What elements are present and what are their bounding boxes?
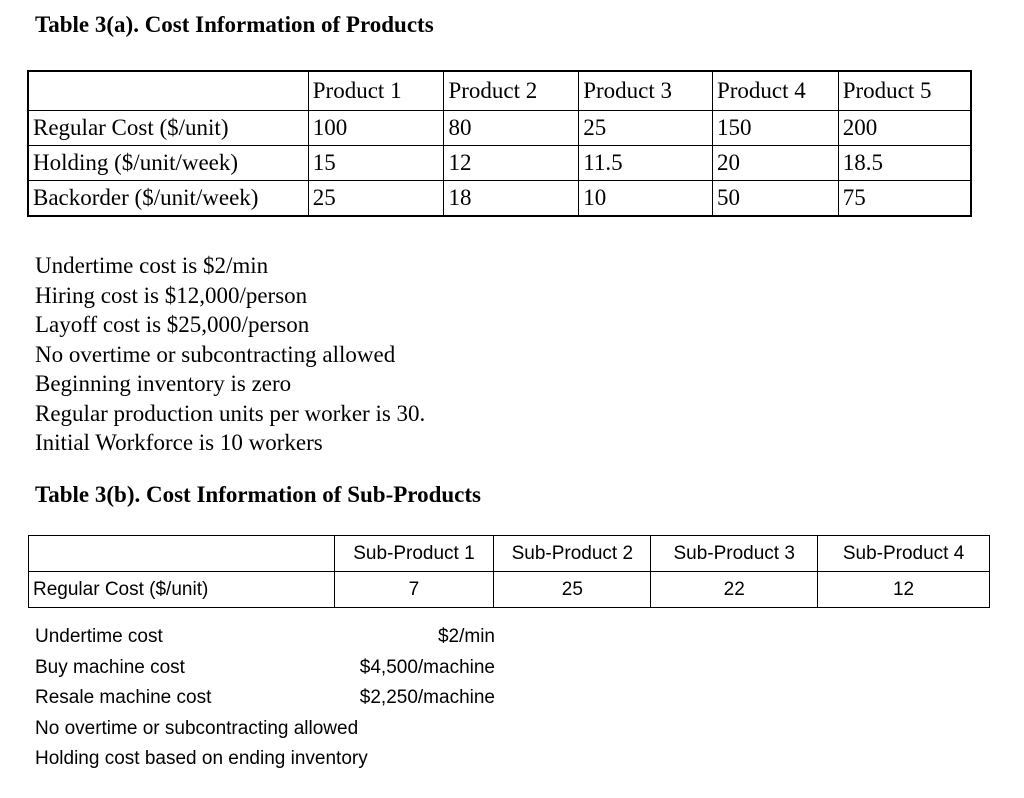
header-cell: Sub-Product 3 — [650, 535, 819, 572]
table-cell: 25 — [578, 110, 713, 146]
table-cell: 18 — [443, 180, 580, 217]
table-cell: 50 — [712, 180, 839, 217]
note-line: Layoff cost is $25,000/person — [35, 312, 310, 337]
table-row: Backorder ($/unit/week) 25 18 10 50 75 — [26, 180, 972, 217]
note-line: Undertime cost is $2/min — [35, 253, 269, 278]
row-label: Holding ($/unit/week) — [26, 145, 309, 181]
table-cell: 10 — [578, 180, 713, 217]
sub-product-cost-notes: Undertime cost $2/min Buy machine cost $… — [35, 622, 495, 775]
header-cell: Product 3 — [578, 70, 713, 111]
cost-note-label: Undertime cost — [35, 626, 163, 647]
cost-note-value: $4,500/machine — [359, 656, 495, 678]
table-header-row: Product 1 Product 2 Product 3 Product 4 … — [26, 70, 972, 111]
table-cell: 12 — [817, 571, 990, 608]
note-line: No overtime or subcontracting allowed — [35, 341, 396, 367]
cost-note-row: Buy machine cost $4,500/machine — [35, 653, 495, 684]
table-row: Holding ($/unit/week) 15 12 11.5 20 18.5 — [26, 145, 972, 181]
table-cell: 11.5 — [578, 145, 713, 181]
product-cost-table: Product 1 Product 2 Product 3 Product 4 … — [26, 70, 972, 217]
row-label: Backorder ($/unit/week) — [26, 180, 309, 217]
cost-note-value: $2/min — [437, 626, 495, 647]
row-label: Regular Cost ($/unit) — [26, 110, 309, 146]
cost-note-label: Buy machine cost — [35, 656, 185, 678]
table-row: Regular Cost ($/unit) 100 80 25 150 200 — [26, 110, 972, 146]
note-line: Hiring cost is $12,000/person — [35, 282, 308, 308]
table-cell: 15 — [308, 145, 445, 181]
product-cost-notes: Undertime cost is $2/min Hiring cost is … — [35, 251, 425, 458]
header-cell: Product 4 — [712, 70, 839, 111]
table-cell: 22 — [650, 571, 819, 608]
note-line: Beginning inventory is zero — [35, 371, 292, 396]
note-line: No overtime or subcontracting allowed — [35, 717, 359, 739]
row-label: Regular Cost ($/unit) — [28, 571, 335, 608]
header-cell: Sub-Product 1 — [333, 535, 495, 572]
header-cell: Product 1 — [308, 70, 445, 111]
table-a-title: Table 3(a). Cost Information of Products — [35, 12, 434, 37]
sub-product-cost-table: Sub-Product 1 Sub-Product 2 Sub-Product … — [28, 535, 990, 608]
table-cell: 20 — [712, 145, 839, 181]
cost-note-row: Undertime cost $2/min — [35, 622, 495, 653]
table-cell: 80 — [443, 110, 580, 146]
table-b-title: Table 3(b). Cost Information of Sub-Prod… — [35, 482, 481, 507]
table-cell: 7 — [333, 571, 495, 608]
table-cell: 100 — [308, 110, 445, 146]
table-header-row: Sub-Product 1 Sub-Product 2 Sub-Product … — [28, 535, 990, 572]
header-cell: Sub-Product 4 — [817, 535, 990, 572]
note-line: Holding cost based on ending inventory — [35, 748, 368, 769]
table-row: Regular Cost ($/unit) 7 25 22 12 — [28, 571, 990, 608]
table-cell: 150 — [712, 110, 839, 146]
table-cell: 25 — [493, 571, 652, 608]
header-cell-empty — [28, 535, 335, 572]
cost-note-label: Resale machine cost — [35, 687, 212, 708]
header-cell: Product 2 — [443, 70, 580, 111]
table-cell: 18.5 — [838, 145, 972, 181]
table-cell: 200 — [838, 110, 972, 146]
table-cell: 75 — [838, 180, 972, 217]
table-cell: 25 — [308, 180, 445, 217]
note-line: Regular production units per worker is 3… — [35, 400, 426, 426]
note-line: Initial Workforce is 10 workers — [35, 430, 323, 455]
header-cell: Product 5 — [838, 70, 972, 111]
cost-note-row: Resale machine cost $2,250/machine — [35, 683, 495, 714]
table-cell: 12 — [443, 145, 580, 181]
header-cell-empty — [26, 70, 309, 111]
cost-note-value: $2,250/machine — [359, 687, 495, 708]
header-cell: Sub-Product 2 — [493, 535, 652, 572]
